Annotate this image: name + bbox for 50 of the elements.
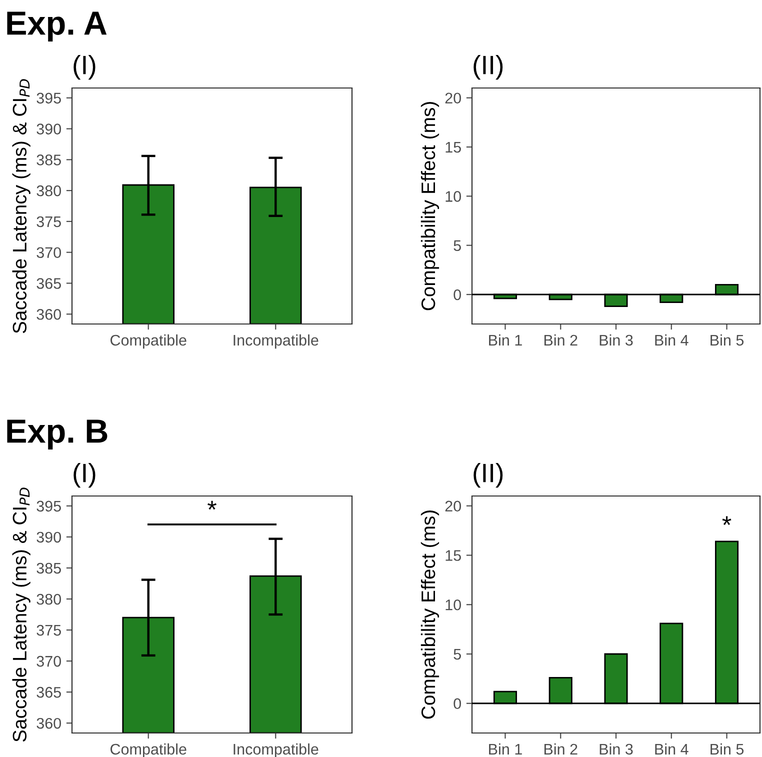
x-tick-label: Incompatible xyxy=(234,334,318,349)
y-tick-label: 375 xyxy=(36,216,61,228)
y-tick-label: 385 xyxy=(36,154,61,166)
chart-subtitle: (I) xyxy=(74,54,96,80)
chart-subtitle: (II) xyxy=(474,54,503,80)
x-tick-label: Bin 1 xyxy=(489,743,522,754)
y-tick-label: 395 xyxy=(36,500,61,512)
y-tick-label: 0 xyxy=(454,289,461,300)
y-tick-label: 15 xyxy=(446,142,461,153)
y-tick-label: 360 xyxy=(36,718,61,729)
x-tick-label: Bin 3 xyxy=(600,743,633,755)
y-tick-label: 390 xyxy=(36,124,61,134)
y-tick-label: 20 xyxy=(445,500,461,512)
annotation: * xyxy=(722,516,732,526)
y-tick-label: 10 xyxy=(446,191,461,202)
y-tick-label: 380 xyxy=(36,594,61,605)
x-tick-label: Bin 4 xyxy=(655,334,688,346)
y-tick-label: 380 xyxy=(36,185,61,196)
x-tick-label: Bin 5 xyxy=(710,743,744,755)
y-tick-label: 385 xyxy=(36,562,61,574)
y-tick-label: 365 xyxy=(36,278,61,289)
chart-title: Exp. B xyxy=(7,420,108,450)
y-tick-label: 365 xyxy=(36,686,61,698)
y-tick-label: 370 xyxy=(36,247,61,258)
y-tick-label: 15 xyxy=(446,550,461,561)
y-axis-title: Saccade Latency (ms) & CI$_{PD}$ xyxy=(12,79,30,334)
y-tick-label: 10 xyxy=(446,599,461,610)
y-tick-label: 375 xyxy=(36,624,61,636)
x-tick-label: Bin 1 xyxy=(489,334,522,346)
x-tick-label: Bin 2 xyxy=(544,743,578,754)
x-tick-label: Bin 2 xyxy=(544,334,578,346)
x-tick-label: Compatible xyxy=(110,334,186,349)
y-tick-label: 5 xyxy=(454,649,461,660)
x-tick-label: Bin 3 xyxy=(600,334,633,346)
x-tick-label: Bin 4 xyxy=(655,743,688,754)
y-tick-label: 395 xyxy=(36,92,61,104)
annotation: * xyxy=(208,500,216,510)
y-axis-title: Compatibility Effect (ms) xyxy=(420,510,440,719)
y-axis-title: Compatibility Effect (ms) xyxy=(420,102,440,310)
y-tick-label: 0 xyxy=(454,698,461,710)
y-tick-label: 390 xyxy=(36,532,61,543)
y-tick-label: 20 xyxy=(445,92,461,104)
y-tick-label: 360 xyxy=(36,308,61,320)
chart-subtitle: (II) xyxy=(474,462,503,488)
chart-subtitle: (I) xyxy=(74,462,96,488)
y-axis-title: Saccade Latency (ms) & CI$_{PD}$ xyxy=(12,488,30,742)
y-tick-label: 5 xyxy=(454,240,461,252)
chart-title: Exp. A xyxy=(7,12,107,42)
y-tick-label: 370 xyxy=(36,656,61,667)
x-tick-label: Bin 5 xyxy=(710,334,744,346)
